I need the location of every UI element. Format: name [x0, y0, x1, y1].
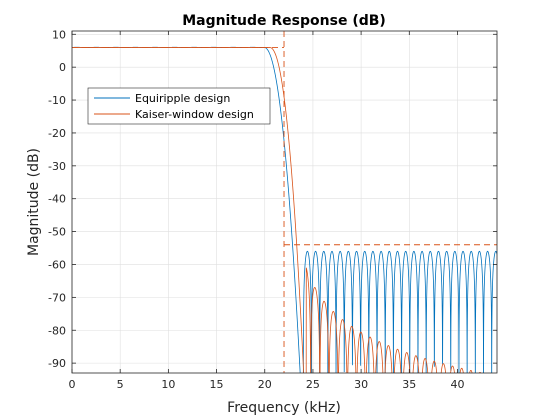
- y-tick-label: -20: [48, 127, 66, 140]
- y-tick-label: -60: [48, 258, 66, 271]
- legend-box: [87, 87, 271, 125]
- x-tick-label: 0: [69, 378, 76, 391]
- spec-mask-layer: [72, 31, 497, 373]
- y-axis-ticks: 10 0 -10 -20 -30 -40 -50 -60 -70 -80 -90: [48, 28, 497, 370]
- legend: Equiripple design Kaiser-window design: [87, 87, 271, 125]
- x-tick-label: 10: [161, 378, 175, 391]
- x-tick-label: 35: [402, 378, 416, 391]
- y-tick-label: -30: [48, 160, 66, 173]
- y-axis-label: Magnitude (dB): [26, 148, 42, 256]
- legend-label-kaiser: Kaiser-window design: [135, 108, 254, 121]
- x-tick-label: 20: [258, 378, 272, 391]
- x-tick-label: 25: [306, 378, 320, 391]
- y-tick-label: -90: [48, 357, 66, 370]
- chart-title: Magnitude Response (dB): [182, 13, 386, 29]
- y-tick-label: 10: [52, 28, 66, 41]
- x-tick-label: 30: [354, 378, 368, 391]
- y-tick-label: -50: [48, 226, 66, 239]
- x-tick-label: 40: [450, 378, 464, 391]
- y-tick-label: -40: [48, 193, 66, 206]
- y-tick-label: -10: [48, 94, 66, 107]
- x-axis-ticks: 0 5 10 15 20 25 30 35 40: [69, 31, 464, 391]
- y-tick-label: -80: [48, 324, 66, 337]
- x-tick-label: 15: [210, 378, 224, 391]
- legend-label-equiripple: Equiripple design: [135, 92, 230, 105]
- x-axis-label: Frequency (kHz): [227, 400, 341, 416]
- plot-area: [72, 31, 497, 373]
- x-tick-label: 5: [117, 378, 124, 391]
- y-tick-label: 0: [59, 61, 66, 74]
- y-tick-label: -70: [48, 291, 66, 304]
- plot-frame: [71, 30, 498, 374]
